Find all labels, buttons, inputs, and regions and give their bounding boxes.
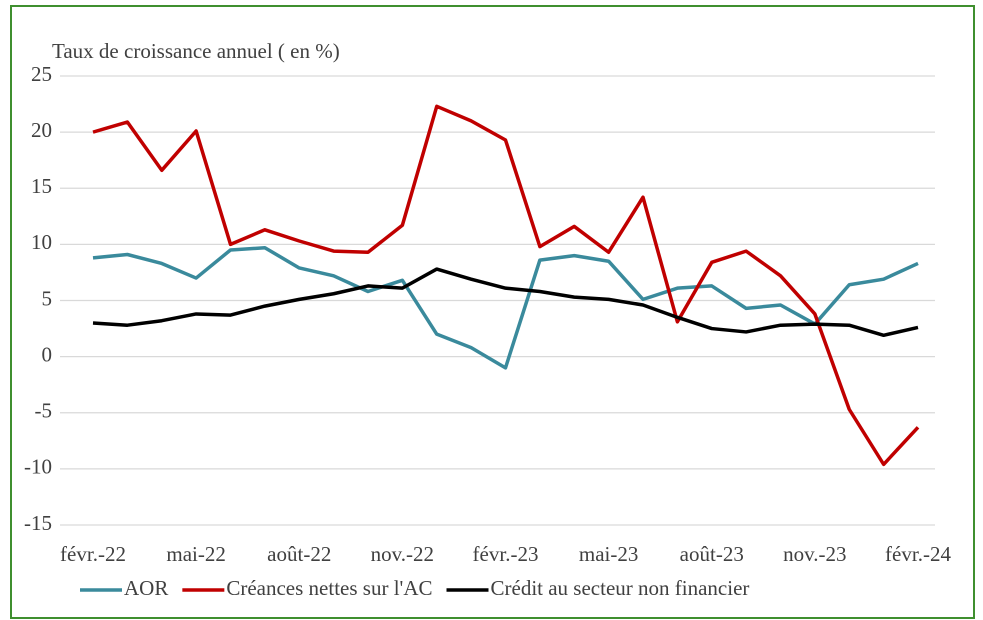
x-tick-label: août-23 (680, 542, 744, 566)
x-tick-label: août-22 (267, 542, 331, 566)
y-tick-label: -15 (24, 511, 52, 535)
x-tick-label: févr.-22 (60, 542, 126, 566)
series-line (92, 245, 919, 370)
legend-label: Crédit au secteur non financier (491, 576, 750, 600)
y-tick-label: 25 (31, 62, 52, 86)
x-tick-label: févr.-23 (473, 542, 539, 566)
y-tick-label: 20 (31, 118, 52, 142)
x-tick-label: nov.-22 (371, 542, 434, 566)
y-tick-label: -10 (24, 455, 52, 479)
legend-label: AOR (124, 576, 168, 600)
x-tick-label: févr.-24 (885, 542, 951, 566)
x-tick-label: nov.-23 (783, 542, 846, 566)
y-tick-label: -5 (35, 399, 53, 423)
chart-title: Taux de croissance annuel ( en %) (52, 39, 340, 63)
frame (10, 5, 975, 619)
y-tick-label: 10 (31, 230, 52, 254)
y-tick-label: 5 (42, 286, 53, 310)
y-tick-label: 0 (42, 342, 53, 366)
series-line (92, 104, 920, 467)
legend-label: Créances nettes sur l'AC (226, 576, 432, 600)
series-line (92, 267, 919, 338)
x-tick-label: mai-23 (579, 542, 638, 566)
x-tick-label: mai-22 (166, 542, 225, 566)
y-tick-label: 15 (31, 174, 52, 198)
